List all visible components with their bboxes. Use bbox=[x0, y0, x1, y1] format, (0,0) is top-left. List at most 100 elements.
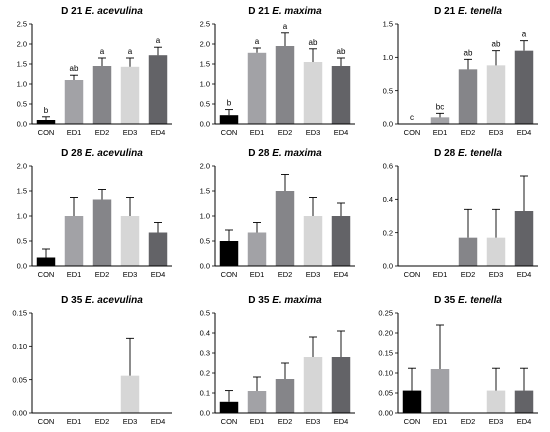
significance-label: ab bbox=[70, 64, 79, 73]
y-tick-label: 1.5 bbox=[17, 187, 27, 196]
category-label: ED4 bbox=[517, 417, 532, 426]
y-tick-label: 0.00 bbox=[12, 409, 27, 418]
category-label: ED4 bbox=[334, 270, 349, 279]
panel-8: D 35 E. maxima 0.0 0.1 0.2 0.3 0.4 0.5 CON ED1 ED… bbox=[200, 295, 355, 426]
bar-ed2 bbox=[275, 191, 295, 266]
significance-label: a bbox=[128, 47, 133, 56]
category-label: ED4 bbox=[334, 417, 349, 426]
y-tick-label: 0.5 bbox=[17, 237, 27, 246]
category-label: CON bbox=[221, 128, 238, 137]
category-label: ED3 bbox=[489, 270, 504, 279]
category-label: ED4 bbox=[151, 128, 166, 137]
panel-title-species: E. tenella bbox=[458, 295, 502, 306]
bar-con bbox=[36, 257, 56, 266]
category-label: CON bbox=[404, 270, 421, 279]
category-label: ED2 bbox=[95, 417, 110, 426]
panel-title-species: E. maxima bbox=[272, 6, 322, 17]
bar-ed1 bbox=[247, 391, 267, 413]
panel-1: D 21 E. acevulina 0.0 0.5 1.0 1.5 2.0 2.5 b CON a… bbox=[17, 6, 172, 137]
y-tick-label: 0.5 bbox=[200, 237, 210, 246]
panel-title-day: D 21 bbox=[434, 6, 458, 17]
panel-title: D 21 E. maxima bbox=[248, 6, 322, 17]
category-label: ED1 bbox=[250, 128, 265, 137]
bar-ed3 bbox=[303, 62, 323, 124]
category-label: ED2 bbox=[461, 417, 476, 426]
bar-ed4 bbox=[331, 216, 351, 266]
bar-con bbox=[402, 390, 422, 413]
category-label: ED2 bbox=[461, 128, 476, 137]
y-tick-label: 0.0 bbox=[200, 409, 210, 418]
y-tick-label: 0.15 bbox=[378, 349, 393, 358]
category-label: ED4 bbox=[151, 417, 166, 426]
category-label: CON bbox=[38, 128, 55, 137]
category-label: ED3 bbox=[123, 270, 138, 279]
bar-ed1 bbox=[247, 52, 267, 124]
significance-label: ab bbox=[337, 47, 346, 56]
category-label: ED3 bbox=[306, 417, 321, 426]
bar-ed1 bbox=[430, 369, 450, 413]
category-label: ED4 bbox=[151, 270, 166, 279]
category-label: CON bbox=[404, 417, 421, 426]
bar-con bbox=[219, 401, 239, 413]
significance-label: ab bbox=[492, 40, 501, 49]
y-tick-label: 1.0 bbox=[200, 212, 210, 221]
y-tick-label: 2.5 bbox=[17, 20, 27, 29]
y-tick-label: 0.15 bbox=[12, 309, 27, 318]
y-tick-label: 0.4 bbox=[200, 329, 210, 338]
category-label: ED4 bbox=[517, 270, 532, 279]
y-tick-label: 0.4 bbox=[383, 195, 393, 204]
panel-title-day: D 28 bbox=[61, 148, 85, 159]
bar-ed3 bbox=[120, 216, 140, 266]
category-label: ED2 bbox=[278, 128, 293, 137]
y-tick-label: 2.0 bbox=[200, 162, 210, 171]
panel-title-day: D 21 bbox=[61, 6, 85, 17]
significance-label: ab bbox=[309, 38, 318, 47]
y-tick-label: 0.0 bbox=[200, 120, 210, 129]
panel-title-day: D 35 bbox=[61, 295, 85, 306]
panel-title-species: E. acevulina bbox=[85, 6, 143, 17]
y-tick-label: 0.1 bbox=[200, 389, 210, 398]
category-label: ED3 bbox=[306, 270, 321, 279]
bar-ed4 bbox=[148, 55, 168, 125]
panel-title-species: E. acevulina bbox=[85, 295, 143, 306]
y-tick-label: 0.0 bbox=[17, 120, 27, 129]
y-tick-label: 0.0 bbox=[383, 262, 393, 271]
panel-title-day: D 21 bbox=[248, 6, 272, 17]
category-label: ED2 bbox=[95, 270, 110, 279]
category-label: ED3 bbox=[489, 417, 504, 426]
significance-label: c bbox=[410, 113, 414, 122]
category-label: ED1 bbox=[250, 417, 265, 426]
panel-title-day: D 35 bbox=[434, 295, 458, 306]
significance-label: b bbox=[227, 99, 232, 108]
y-tick-label: 1.5 bbox=[383, 20, 393, 29]
y-tick-label: 0.2 bbox=[383, 228, 393, 237]
panel-title: D 21 E. tenella bbox=[434, 6, 502, 17]
category-label: ED1 bbox=[433, 417, 448, 426]
category-label: ED3 bbox=[123, 417, 138, 426]
bar-con bbox=[219, 241, 239, 266]
bar-ed1 bbox=[64, 216, 84, 266]
category-label: ED1 bbox=[433, 128, 448, 137]
category-label: ED3 bbox=[123, 128, 138, 137]
panel-title-species: E. acevulina bbox=[85, 148, 143, 159]
y-tick-label: 0.00 bbox=[378, 409, 393, 418]
category-label: CON bbox=[38, 417, 55, 426]
bar-ed4 bbox=[331, 357, 351, 413]
bar-ed1 bbox=[430, 117, 450, 124]
panel-6: D 28 E. tenella 0.0 0.2 0.4 0.6 CON ED1 ED2 ED3 E… bbox=[383, 148, 538, 279]
y-tick-label: 0.0 bbox=[17, 262, 27, 271]
bar-ed3 bbox=[120, 375, 140, 413]
bar-ed3 bbox=[303, 357, 323, 413]
y-tick-label: 0.25 bbox=[378, 309, 393, 318]
significance-label: a bbox=[156, 36, 161, 45]
category-label: ED3 bbox=[489, 128, 504, 137]
panel-9: D 35 E. tenella 0.00 0.05 0.10 0.15 0.20 0.25 C… bbox=[378, 295, 538, 426]
bar-ed2 bbox=[92, 66, 112, 124]
y-tick-label: 2.0 bbox=[17, 40, 27, 49]
y-tick-label: 0.2 bbox=[200, 369, 210, 378]
bar-con bbox=[36, 120, 56, 124]
panel-title: D 28 E. maxima bbox=[248, 148, 322, 159]
bar-ed1 bbox=[64, 80, 84, 124]
y-tick-label: 1.0 bbox=[200, 80, 210, 89]
category-label: ED2 bbox=[95, 128, 110, 137]
